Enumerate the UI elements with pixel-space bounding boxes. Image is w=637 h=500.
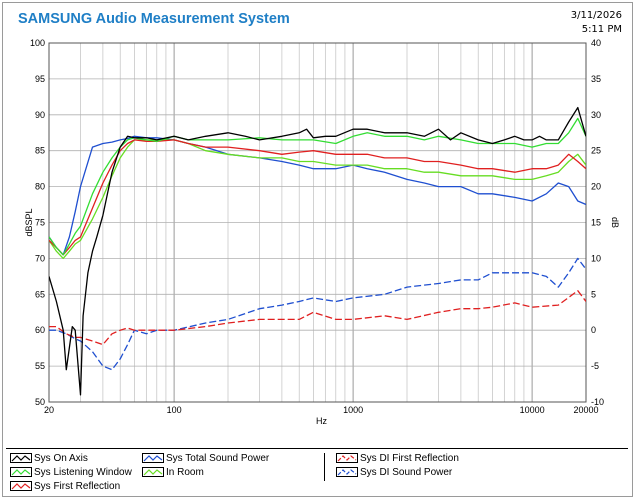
legend-label: Sys On Axis [34,452,88,464]
y-tick-label: 95 [35,74,45,84]
x-tick-label: 100 [167,405,182,415]
legend-label: Sys Total Sound Power [166,452,270,464]
legend-separator [324,453,325,481]
legend-swatch [336,453,358,463]
legend-item: Sys Total Sound Power [142,451,269,465]
plot-border [48,42,587,403]
legend-item: Sys DI First Reflection [336,451,459,465]
legend-swatch [142,467,164,477]
legend-label: Sys DI Sound Power [360,466,453,478]
legend-label: Sys Listening Window [34,466,132,478]
x-axis-label: Hz [316,416,327,426]
legend-item: Sys DI Sound Power [336,465,452,479]
legend-swatch [10,453,32,463]
series-line-sys-listening-window [49,117,586,256]
y-tick-label: 55 [35,361,45,371]
series-line-sys-total-sound-power [49,135,586,256]
legend-item: Sys On Axis [10,451,88,465]
series-line-sys-on-axis [49,106,586,396]
y-tick-label: 70 [35,253,45,263]
legend-label: Sys First Reflection [34,480,121,492]
y2-tick-label: -10 [591,397,604,407]
x-tick-label: 10000 [520,405,545,415]
page-title: SAMSUNG Audio Measurement System [18,11,290,27]
y2-tick-label: 40 [591,38,601,48]
series-line-sys-first-reflection [49,139,586,256]
y2-tick-label: 15 [591,218,601,228]
series-line-in-room [49,139,586,260]
series-line-sys-di-first-reflection [49,290,586,346]
x-tick-label: 20 [44,405,54,415]
y2-tick-label: 20 [591,182,601,192]
y2-tick-label: 30 [591,110,601,120]
y2-tick-label: 0 [591,325,596,335]
x-tick-label: 20000 [573,405,598,415]
timestamp: 3/11/2026 5:11 PM [571,9,622,37]
legend-label: Sys DI First Reflection [360,452,459,464]
y2-tick-label: -5 [591,361,599,371]
legend-swatch [10,481,32,491]
legend-swatch [142,453,164,463]
legend-label: In Room [166,466,204,478]
y-tick-label: 75 [35,218,45,228]
legend-item: Sys First Reflection [10,479,120,493]
y-tick-label: 85 [35,146,45,156]
y2-tick-label: 35 [591,74,601,84]
y2-axis-label: dB [610,217,620,228]
x-tick-label: 1000 [343,405,363,415]
date-text: 3/11/2026 [570,10,622,21]
y-tick-label: 80 [35,182,45,192]
y2-tick-label: 5 [591,289,596,299]
y-tick-label: 60 [35,325,45,335]
legend-item: In Room [142,465,204,479]
y2-tick-label: 10 [591,253,601,263]
legend-item: Sys Listening Window [10,465,132,479]
series-line-sys-di-sound-power [49,257,586,371]
legend-swatch [336,467,358,477]
y-tick-label: 90 [35,110,45,120]
chart-legend: Sys On Axis Sys Listening Window Sys First… [6,448,628,494]
y-tick-label: 50 [35,397,45,407]
y-tick-label: 100 [30,38,45,48]
y-axis-label: dBSPL [24,208,34,236]
y2-tick-label: 25 [591,146,601,156]
legend-swatch [10,467,32,477]
time-text: 5:11 PM [581,24,622,35]
y-tick-label: 65 [35,289,45,299]
